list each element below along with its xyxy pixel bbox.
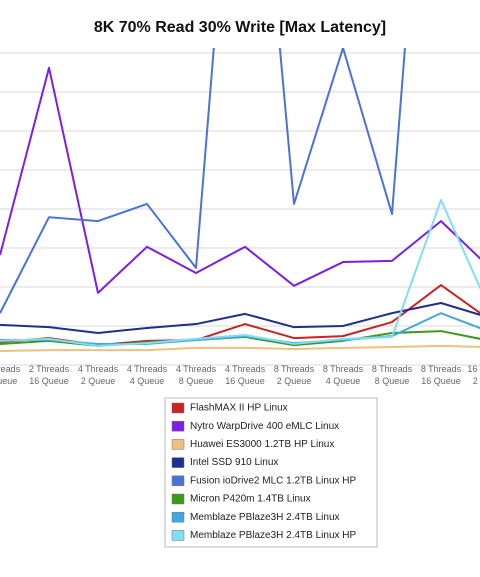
x-tick-line: 16 Threads bbox=[467, 364, 480, 374]
legend-label: Nytro WarpDrive 400 eMLC Linux bbox=[190, 421, 339, 432]
x-tick-label: 2 Threads 16 Queue bbox=[29, 364, 70, 386]
x-tick-label: 4 Threads 16 Queue bbox=[225, 364, 266, 386]
series-line bbox=[0, 48, 406, 314]
x-tick-line: 8 Queue bbox=[179, 376, 214, 386]
legend-label: Micron P420m 1.4TB Linux bbox=[190, 494, 311, 505]
x-tick-line: 4 Threads bbox=[127, 364, 168, 374]
x-tick-line: 8 Threads bbox=[274, 364, 315, 374]
x-tick-line: 2 Threads bbox=[29, 364, 70, 374]
legend-label: Intel SSD 910 Linux bbox=[190, 457, 278, 468]
series-line bbox=[0, 312, 480, 345]
x-tick-line: 8 Threads bbox=[421, 364, 462, 374]
x-tick-line: 4 Threads bbox=[176, 364, 217, 374]
legend-swatch bbox=[171, 439, 185, 450]
legend-swatch bbox=[171, 420, 185, 432]
x-tick-line: 2 Threads bbox=[0, 364, 21, 374]
x-tick-line: 4 Threads bbox=[225, 364, 266, 374]
x-tick-label: 8 Threads 4 Queue bbox=[323, 364, 364, 386]
legend-label: Fusion ioDrive2 MLC 1.2TB Linux HP bbox=[190, 475, 357, 486]
x-tick-label: 4 Threads 2 Queue bbox=[78, 364, 119, 386]
x-tick-label: 2 Threads 8 Queue bbox=[0, 364, 21, 386]
legend-label: Huawei ES3000 1.2TB HP Linux bbox=[190, 439, 334, 450]
x-tick-label: 8 Threads 8 Queue bbox=[372, 364, 413, 386]
x-tick-label: 4 Threads 4 Queue bbox=[127, 364, 168, 386]
series-line bbox=[0, 330, 480, 347]
chart-title: 8K 70% Read 30% Write [Max Latency] bbox=[94, 19, 386, 36]
legend-swatch bbox=[171, 402, 185, 414]
x-tick-line: 2 Queue bbox=[473, 376, 480, 386]
series-line bbox=[0, 301, 480, 335]
x-tick-line: 4 Threads bbox=[78, 364, 119, 374]
x-tick-label: 8 Threads 16 Queue bbox=[421, 364, 462, 386]
x-tick-line: 16 Queue bbox=[29, 376, 69, 386]
legend-swatch bbox=[171, 493, 185, 505]
x-tick-label: 4 Threads 8 Queue bbox=[176, 364, 217, 386]
x-tick-line: 8 Threads bbox=[323, 364, 364, 374]
x-tick-line: 8 Threads bbox=[372, 364, 413, 374]
x-tick-label: 16 Threads 2 Queue bbox=[467, 364, 480, 386]
legend-swatch bbox=[171, 475, 185, 487]
series-line bbox=[0, 66, 480, 294]
x-tick-line: 2 Queue bbox=[81, 376, 116, 386]
x-tick-label: 8 Threads 2 Queue bbox=[274, 364, 315, 386]
x-tick-line: 8 Queue bbox=[375, 376, 410, 386]
x-tick-line: 16 Queue bbox=[421, 376, 461, 386]
series-line bbox=[0, 199, 480, 347]
x-tick-line: 4 Queue bbox=[326, 376, 361, 386]
legend-label: FlashMAX II HP Linux bbox=[190, 403, 288, 414]
legend-label: Memblaze PBlaze3H 2.4TB Linux bbox=[190, 512, 340, 523]
x-tick-line: 8 Queue bbox=[0, 376, 17, 386]
legend-swatch bbox=[171, 511, 185, 523]
x-tick-line: 4 Queue bbox=[130, 376, 165, 386]
legend bbox=[164, 397, 378, 548]
x-tick-line: 2 Queue bbox=[277, 376, 312, 386]
series-line bbox=[0, 344, 480, 352]
x-tick-line: 16 Queue bbox=[225, 376, 265, 386]
legend-label: Memblaze PBlaze3H 2.4TB Linux HP bbox=[190, 530, 357, 541]
legend-swatch bbox=[171, 457, 185, 468]
legend-swatch bbox=[171, 530, 185, 541]
